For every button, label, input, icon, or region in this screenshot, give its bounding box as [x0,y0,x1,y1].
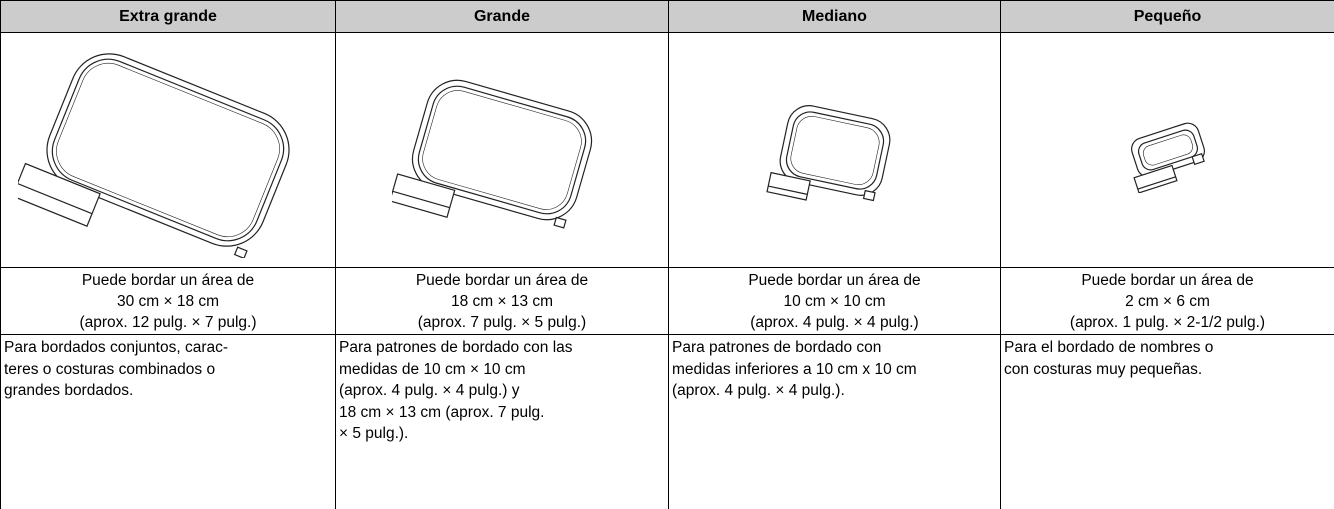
column-header: Extra grande [1,1,336,33]
description-line: medidas de 10 cm × 10 cm [339,359,665,381]
area-line: Puede bordar un área de [1001,270,1334,291]
hoop-inner [1136,128,1200,172]
hoop-screw [863,190,874,200]
hoop-bracket [767,172,810,199]
description-line: medidas inferiores a 10 cm x 10 cm [672,359,997,381]
description-line: (aprox. 4 pulg. × 4 pulg.) y [339,380,665,402]
image-row [1,33,1334,268]
hoop-screw [235,247,247,258]
description-line: Para patrones de bordado con [672,337,997,359]
hoop-bracket [392,174,455,217]
description-line: Para el bordado de nombres o [1004,337,1331,359]
area-line: 18 cm × 13 cm [336,291,668,312]
area-line: Puede bordar un área de [669,270,1000,291]
description-cell: Para bordados conjuntos, carac-teres o c… [1,335,336,509]
area-line: (aprox. 4 pulg. × 4 pulg.) [669,312,1000,333]
description-line: con costuras muy pequeñas. [1004,359,1331,381]
image-cell [669,33,1001,268]
description-line: Para patrones de bordado con las [339,337,665,359]
description-line: Para bordados conjuntos, carac- [4,337,332,359]
image-cell [336,33,669,268]
area-line: 30 cm × 18 cm [1,291,335,312]
hoop [1123,120,1211,193]
area-line: (aprox. 1 pulg. × 2-1/2 pulg.) [1001,312,1334,333]
area-line: 2 cm × 6 cm [1001,291,1334,312]
area-line: Puede bordar un área de [336,270,668,291]
hoop-screw [554,217,566,227]
hoop-illustration [18,42,318,258]
column-header: Pequeño [1001,1,1334,33]
area-line: Puede bordar un área de [1,270,335,291]
description-line: 18 cm × 13 cm (aprox. 7 pulg. [339,402,665,424]
hoop-ring [787,113,881,187]
description-line: teres o costuras combinados o [4,359,332,381]
description-line: × 5 pulg.). [339,423,665,445]
image-cell [1001,33,1334,268]
area-line: (aprox. 12 pulg. × 7 pulg.) [1,312,335,333]
description-line: grandes bordados. [4,380,332,402]
column-header: Grande [336,1,669,33]
area-line: (aprox. 7 pulg. × 5 pulg.) [336,312,668,333]
hoop-outer [35,42,301,258]
hoop-ring [1141,133,1194,167]
hoop-illustration [392,71,612,229]
hoop [767,100,894,208]
hoop-bracket [18,164,100,227]
column-header: Mediano [669,1,1001,33]
description-row: Para bordados conjuntos, carac-teres o c… [1,335,1334,509]
hoop [392,71,599,229]
hoop-illustration [755,93,915,208]
description-line: (aprox. 4 pulg. × 4 pulg.). [672,380,997,402]
hoop-illustration [1108,107,1228,193]
hoop [18,42,301,258]
image-cell [1,33,336,268]
area-line: 10 cm × 10 cm [669,291,1000,312]
